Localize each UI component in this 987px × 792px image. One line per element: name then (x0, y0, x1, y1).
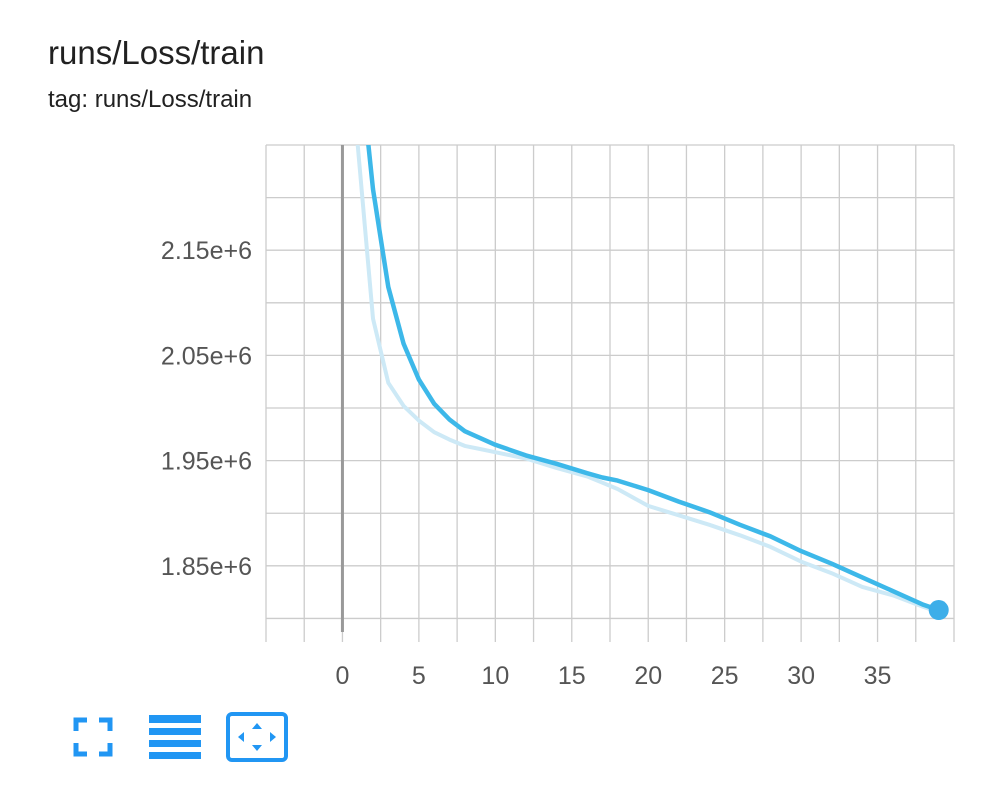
x-tick-label: 0 (335, 662, 349, 690)
grid-lines (265, 144, 955, 642)
series-lines (355, 145, 941, 615)
fullscreen-button[interactable] (62, 712, 124, 762)
y-tick-labels: 1.85e+6 1.95e+6 2.05e+6 2.15e+6 (161, 237, 252, 581)
x-tick-label: 5 (412, 662, 426, 690)
raw-loss-line (355, 145, 941, 615)
last-point-marker (928, 600, 949, 621)
fullscreen-icon (73, 717, 113, 757)
y-tick-label: 2.15e+6 (161, 237, 252, 265)
chart-tag: tag: runs/Loss/train (48, 86, 253, 113)
smoothed-loss-line (366, 145, 941, 613)
chart-toolbar (66, 712, 308, 762)
toggle-log-scale-button[interactable] (144, 712, 206, 762)
y-tick-label: 2.05e+6 (161, 342, 252, 370)
x-tick-labels: 0 5 10 15 20 25 30 35 (335, 662, 891, 690)
fit-domain-to-data-icon (226, 712, 288, 762)
y-tick-label: 1.85e+6 (161, 553, 252, 581)
loss-chart: 1.85e+6 1.95e+6 2.05e+6 2.15e+6 0 5 10 15 20 25 3… (161, 144, 955, 690)
chart-title: runs/Loss/train (48, 34, 265, 71)
x-tick-label: 10 (481, 662, 509, 690)
x-tick-label: 15 (558, 662, 586, 690)
y-tick-label: 1.95e+6 (161, 448, 252, 476)
x-tick-label: 35 (864, 662, 892, 690)
x-tick-label: 30 (787, 662, 815, 690)
fit-domain-button[interactable] (226, 712, 288, 762)
x-tick-label: 20 (634, 662, 662, 690)
x-tick-label: 25 (711, 662, 739, 690)
toggle-y-axis-log-scale-icon (149, 715, 201, 759)
